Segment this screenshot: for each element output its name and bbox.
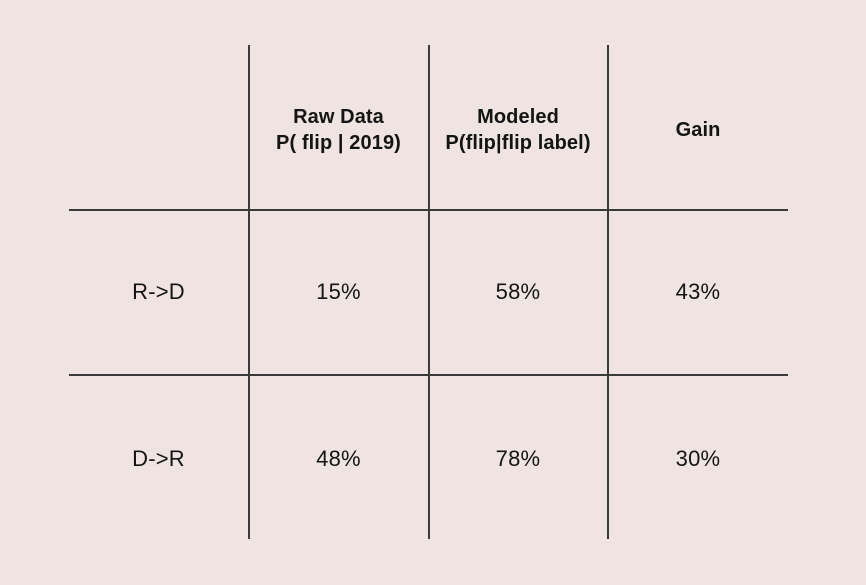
header-gain-title: Gain [675,119,721,141]
header-cell-gain: Gain [608,60,788,200]
cell-d-to-r-gain: 30% [675,446,721,471]
cell-r-to-d-gain: 43% [675,279,721,304]
row-label-r-to-d: R->D [132,279,185,304]
cell-r-to-d-modeled: 58% [495,279,541,304]
cell-d-to-r-modeled: 78% [495,446,541,471]
row-divider-1 [69,209,788,211]
cell-r-to-d-raw: 15% [316,279,361,304]
header-modeled-subtitle: P(flip|flip label) [445,132,591,154]
row-divider-2 [69,374,788,376]
header-raw-data-title: Raw Data [293,106,384,128]
column-divider-3 [607,45,609,539]
header-modeled-title: Modeled [477,106,559,128]
column-divider-2 [428,45,430,539]
header-cell-raw-data: Raw Data P( flip | 2019) [249,60,428,200]
header-raw-data-subtitle: P( flip | 2019) [276,132,401,154]
row-label-d-to-r: D->R [132,446,185,471]
header-cell-modeled: Modeled P(flip|flip label) [429,60,607,200]
cell-d-to-r-raw: 48% [316,446,361,471]
column-divider-1 [248,45,250,539]
